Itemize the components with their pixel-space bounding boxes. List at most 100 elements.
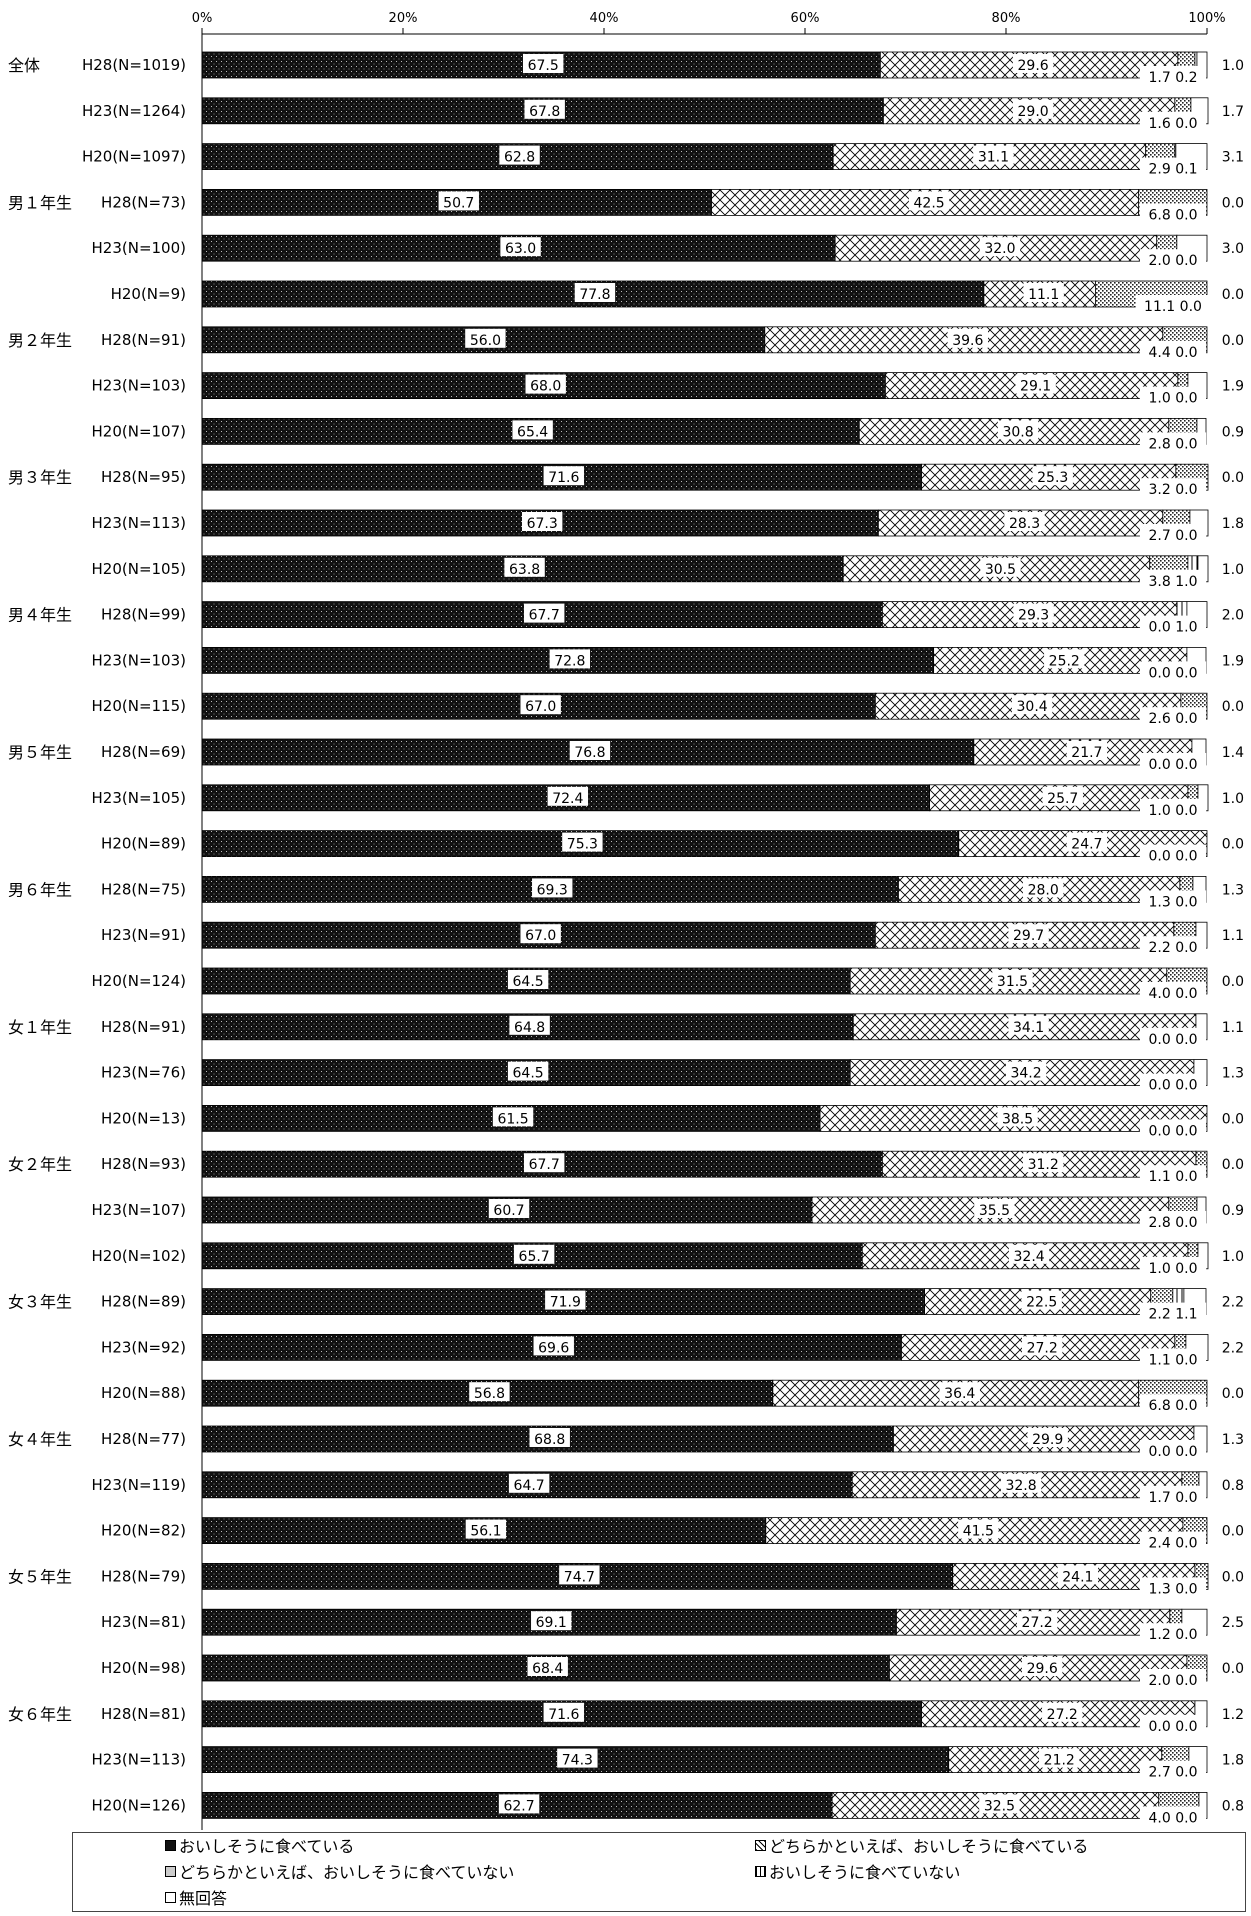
data-label: 69.1 — [536, 1615, 567, 1631]
data-label-bg — [500, 237, 541, 257]
data-label-bg — [1008, 924, 1049, 944]
row-label: H23(N=113) — [92, 514, 187, 532]
data-label-bg — [1139, 524, 1207, 543]
data-label-bg — [523, 1153, 565, 1173]
data-label-bg — [508, 1473, 550, 1493]
data-label: 0.0 0.0 — [1149, 1444, 1198, 1460]
data-label: 0.0 1.0 — [1149, 620, 1198, 636]
data-label: 27.2 — [1027, 1340, 1058, 1356]
data-label-bg — [1139, 1577, 1207, 1597]
x-tick-label: 60% — [791, 11, 820, 26]
data-label: 62.7 — [503, 1798, 534, 1814]
data-label: 1.7 0.2 — [1149, 70, 1198, 86]
data-label-bg — [1139, 615, 1207, 635]
data-label: 28.0 — [1028, 882, 1059, 898]
data-label-bg — [1139, 1440, 1207, 1459]
data-label: 31.1 — [978, 150, 1009, 166]
data-label-bg — [513, 1244, 555, 1264]
data-label: 0.0 0.0 — [1149, 1032, 1198, 1048]
data-label: 0.0 0.0 — [1149, 757, 1198, 773]
data-label: 2.0 0.0 — [1149, 253, 1198, 269]
data-label-bg — [523, 603, 565, 623]
data-label: 64.5 — [513, 1066, 544, 1082]
data-label-noanswer: 3.0 — [1222, 241, 1244, 257]
row-label: H23(N=105) — [92, 789, 187, 807]
data-label: 67.0 — [525, 928, 556, 944]
data-label-bg — [1042, 1702, 1083, 1722]
data-label-bg — [1042, 786, 1083, 806]
data-label: 32.8 — [1005, 1478, 1036, 1494]
data-label-noanswer: 0.0 — [1222, 1569, 1244, 1585]
data-label-noanswer: 2.5 — [1222, 1615, 1244, 1631]
data-label-noanswer: 0.8 — [1222, 1798, 1244, 1814]
data-label-bg — [492, 1107, 534, 1127]
data-label-bg — [1032, 466, 1073, 486]
data-label: 21.2 — [1044, 1753, 1075, 1769]
data-label-bg — [507, 1061, 549, 1081]
data-label: 2.6 0.0 — [1149, 711, 1198, 727]
data-label: 31.2 — [1028, 1157, 1059, 1173]
data-label-bg — [1021, 1657, 1063, 1676]
data-label-bg — [465, 1519, 507, 1539]
data-label-bg — [1139, 111, 1207, 131]
row-label: H20(N=126) — [92, 1796, 187, 1814]
row-label: H23(N=103) — [92, 651, 187, 669]
stacked-bar-chart: 0% 20% 40% 60% 80% 100% 全体 H28(N=1019) 67.5 29.6… — [8, 11, 1244, 1830]
row-group-label: 女１年生 — [8, 1018, 72, 1037]
data-label: 39.6 — [952, 333, 983, 349]
legend-swatch-dots — [165, 1865, 176, 1877]
data-label: 2.2 0.0 — [1149, 940, 1198, 956]
data-label-bg — [979, 237, 1021, 257]
data-label: 69.3 — [537, 882, 568, 898]
data-label-bg — [980, 557, 1021, 577]
data-label: 32.4 — [1014, 1249, 1045, 1265]
legend-swatch-blank — [165, 1891, 176, 1903]
data-label: 71.9 — [550, 1295, 581, 1311]
row-label: H28(N=95) — [101, 468, 186, 486]
data-label-bg — [1008, 1015, 1049, 1035]
data-label-bg — [1139, 1348, 1207, 1368]
data-label: 1.0 0.0 — [1149, 803, 1198, 819]
data-label-bg — [469, 1382, 510, 1402]
data-label-noanswer: 1.1 — [1222, 1020, 1244, 1036]
data-label-bg — [1005, 1061, 1047, 1081]
data-label-bg — [522, 54, 564, 73]
data-label-noanswer: 0.0 — [1222, 195, 1244, 211]
data-label-bg — [1021, 1336, 1063, 1356]
data-label-noanswer: 1.8 — [1222, 1753, 1244, 1769]
data-label-bg — [992, 970, 1033, 989]
data-label: 67.7 — [529, 608, 560, 624]
data-label-noanswer: 1.3 — [1222, 1432, 1244, 1448]
data-label-bg — [521, 512, 563, 531]
data-label: 74.3 — [562, 1753, 593, 1769]
data-label: 56.8 — [474, 1386, 505, 1402]
row-group-label: 女３年生 — [8, 1293, 72, 1312]
row-label: H20(N=98) — [101, 1659, 186, 1677]
data-label: 1.1 0.0 — [1149, 1352, 1198, 1368]
row-label: H28(N=75) — [101, 880, 186, 898]
data-label: 4.0 0.0 — [1149, 986, 1198, 1002]
x-tick-label: 40% — [590, 11, 619, 26]
data-label-bg — [1139, 1485, 1207, 1505]
data-label-bg — [1139, 478, 1207, 498]
row-group-label: 女６年生 — [8, 1705, 72, 1724]
data-label: 77.8 — [579, 287, 610, 303]
data-label-bg — [1139, 569, 1207, 589]
x-tick-label: 100% — [1188, 11, 1225, 26]
data-label: 24.1 — [1062, 1569, 1093, 1585]
data-label: 32.0 — [984, 241, 1015, 257]
data-label: 50.7 — [443, 195, 474, 211]
data-label: 68.4 — [532, 1661, 563, 1677]
data-label-noanswer: 1.2 — [1222, 1707, 1244, 1723]
row-label: H23(N=119) — [92, 1476, 187, 1494]
x-tick-label: 20% — [389, 11, 418, 26]
data-label: 27.2 — [1022, 1615, 1053, 1631]
row-group-label: 女２年生 — [8, 1155, 72, 1174]
row-label: H28(N=77) — [101, 1430, 186, 1448]
data-label-bg — [1066, 741, 1108, 760]
data-label: 65.7 — [519, 1249, 550, 1265]
data-label: 67.0 — [525, 699, 556, 715]
data-label: 22.5 — [1026, 1295, 1057, 1311]
data-label: 63.0 — [505, 241, 536, 257]
x-tick-label: 0% — [192, 11, 213, 26]
